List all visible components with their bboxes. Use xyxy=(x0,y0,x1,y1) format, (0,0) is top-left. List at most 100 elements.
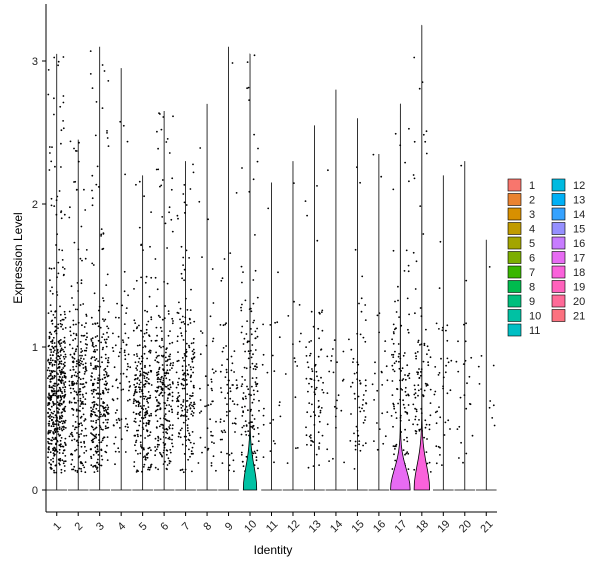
data-point xyxy=(186,429,189,432)
data-point xyxy=(91,433,94,436)
data-point xyxy=(402,449,405,451)
data-point xyxy=(243,425,245,427)
data-point xyxy=(158,402,161,405)
data-point xyxy=(54,394,56,397)
data-point xyxy=(185,204,188,206)
data-point xyxy=(53,471,56,474)
data-point xyxy=(180,414,183,417)
data-point xyxy=(183,268,186,271)
data-point xyxy=(415,357,417,360)
data-point xyxy=(107,388,110,391)
data-point xyxy=(172,115,174,118)
data-point xyxy=(189,407,192,410)
data-point xyxy=(51,375,54,378)
data-point xyxy=(180,403,183,406)
data-point xyxy=(171,391,174,394)
data-point xyxy=(138,357,141,360)
data-point xyxy=(171,399,174,402)
data-point xyxy=(62,462,65,465)
data-point xyxy=(360,297,363,300)
data-point xyxy=(53,446,56,449)
data-point xyxy=(154,466,157,469)
data-point xyxy=(59,105,62,108)
data-point xyxy=(80,279,83,282)
data-point xyxy=(112,424,115,427)
data-point xyxy=(274,321,276,324)
data-point xyxy=(429,388,432,391)
data-point xyxy=(54,403,56,405)
data-point xyxy=(48,363,51,366)
data-point xyxy=(350,385,352,388)
data-point xyxy=(60,360,63,363)
data-point xyxy=(68,216,71,219)
data-point xyxy=(175,386,178,389)
data-point xyxy=(126,423,129,426)
data-point xyxy=(51,292,54,295)
data-point xyxy=(50,429,52,432)
data-point xyxy=(94,427,97,430)
data-point xyxy=(123,290,126,293)
data-point xyxy=(336,399,338,402)
data-point xyxy=(358,443,360,446)
data-point xyxy=(171,367,173,369)
data-point xyxy=(308,341,311,343)
data-point xyxy=(100,428,103,431)
data-point xyxy=(241,460,244,463)
data-point xyxy=(429,414,432,417)
data-point xyxy=(181,409,184,412)
data-point xyxy=(305,355,308,357)
data-point xyxy=(59,313,62,316)
data-point xyxy=(105,410,108,412)
data-point xyxy=(49,417,51,420)
data-point xyxy=(122,388,125,391)
data-point xyxy=(62,363,65,366)
data-point xyxy=(68,435,71,438)
data-point xyxy=(136,429,138,432)
data-point xyxy=(306,214,308,217)
data-point xyxy=(57,60,60,63)
data-point xyxy=(244,350,247,353)
data-point xyxy=(78,436,80,438)
data-point xyxy=(49,380,52,383)
data-point xyxy=(394,300,396,303)
data-point xyxy=(96,335,99,337)
data-point xyxy=(229,390,232,393)
data-point xyxy=(219,370,222,373)
data-point xyxy=(318,442,321,445)
data-point xyxy=(94,435,97,438)
data-point xyxy=(72,319,75,322)
x-tick-label: 11 xyxy=(264,518,281,535)
legend-label-14: 14 xyxy=(573,209,585,221)
data-point xyxy=(278,404,281,407)
data-point xyxy=(69,330,72,333)
data-point xyxy=(57,412,60,414)
data-point xyxy=(305,346,307,348)
data-point xyxy=(60,142,62,145)
data-point xyxy=(220,391,223,394)
data-point xyxy=(171,395,174,398)
legend-label-4: 4 xyxy=(529,224,535,236)
data-point xyxy=(408,419,410,421)
data-point xyxy=(147,423,150,426)
legend-label-1: 1 xyxy=(529,180,535,192)
data-point xyxy=(72,304,75,306)
data-point xyxy=(417,341,419,343)
legend-label-16: 16 xyxy=(573,238,585,250)
data-point xyxy=(102,318,104,321)
data-point xyxy=(242,465,245,468)
data-point xyxy=(248,99,251,101)
data-point xyxy=(255,377,258,379)
data-point xyxy=(49,442,51,445)
data-point xyxy=(60,420,63,422)
data-point xyxy=(95,368,97,370)
data-point xyxy=(407,328,409,331)
data-point xyxy=(64,372,67,375)
data-point xyxy=(143,463,146,466)
data-point xyxy=(491,417,494,419)
data-point xyxy=(149,394,152,397)
data-point xyxy=(118,351,121,354)
data-point xyxy=(73,241,76,244)
data-point xyxy=(64,427,67,429)
data-point xyxy=(423,344,426,347)
data-point xyxy=(364,304,367,306)
